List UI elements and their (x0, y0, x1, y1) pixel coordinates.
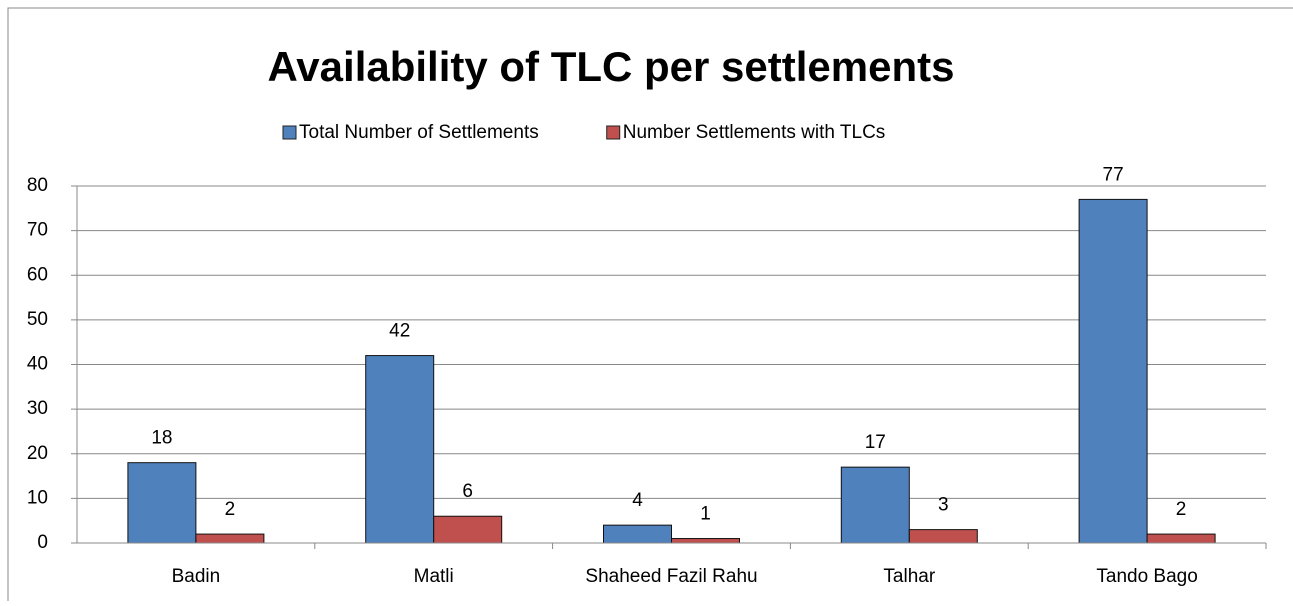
bar (195, 533, 265, 544)
data-label: 4 (632, 490, 643, 511)
y-tick-label: 70 (27, 220, 48, 241)
bar (840, 466, 910, 544)
legend-swatch (606, 125, 621, 140)
y-tick-label: 40 (27, 354, 48, 375)
x-tick-label: Badin (172, 566, 221, 587)
data-label: 18 (151, 428, 172, 449)
legend-swatch (282, 125, 297, 140)
data-label: 17 (865, 432, 886, 453)
x-tick-label: Shaheed Fazil Rahu (585, 566, 757, 587)
data-label: 6 (462, 481, 473, 502)
data-label: 2 (225, 499, 236, 520)
legend-label: Total Number of Settlements (299, 122, 539, 143)
x-tick-label: Matli (414, 566, 454, 587)
y-tick-label: 0 (37, 532, 48, 553)
data-label: 3 (938, 495, 949, 516)
x-tick-label: Tando Bago (1096, 566, 1197, 587)
bar (603, 524, 672, 544)
data-label: 77 (1103, 164, 1124, 185)
data-label: 1 (700, 504, 711, 525)
x-tick-label: Talhar (883, 566, 935, 587)
data-label: 42 (389, 321, 410, 342)
y-tick-label: 20 (27, 443, 48, 464)
legend-label: Number Settlements with TLCs (623, 122, 886, 143)
bar (671, 538, 740, 544)
bar (433, 515, 503, 544)
data-label: 2 (1176, 499, 1187, 520)
y-tick-label: 60 (27, 264, 48, 285)
bar (908, 529, 978, 544)
y-tick-label: 50 (27, 309, 48, 330)
y-tick-label: 30 (27, 398, 48, 419)
y-tick-label: 10 (27, 487, 48, 508)
bar (365, 355, 435, 544)
chart-title: Availability of TLC per settlements (268, 43, 955, 90)
bar (127, 462, 197, 544)
bar (1146, 533, 1216, 544)
bar (1078, 198, 1148, 544)
y-tick-label: 80 (27, 175, 48, 196)
